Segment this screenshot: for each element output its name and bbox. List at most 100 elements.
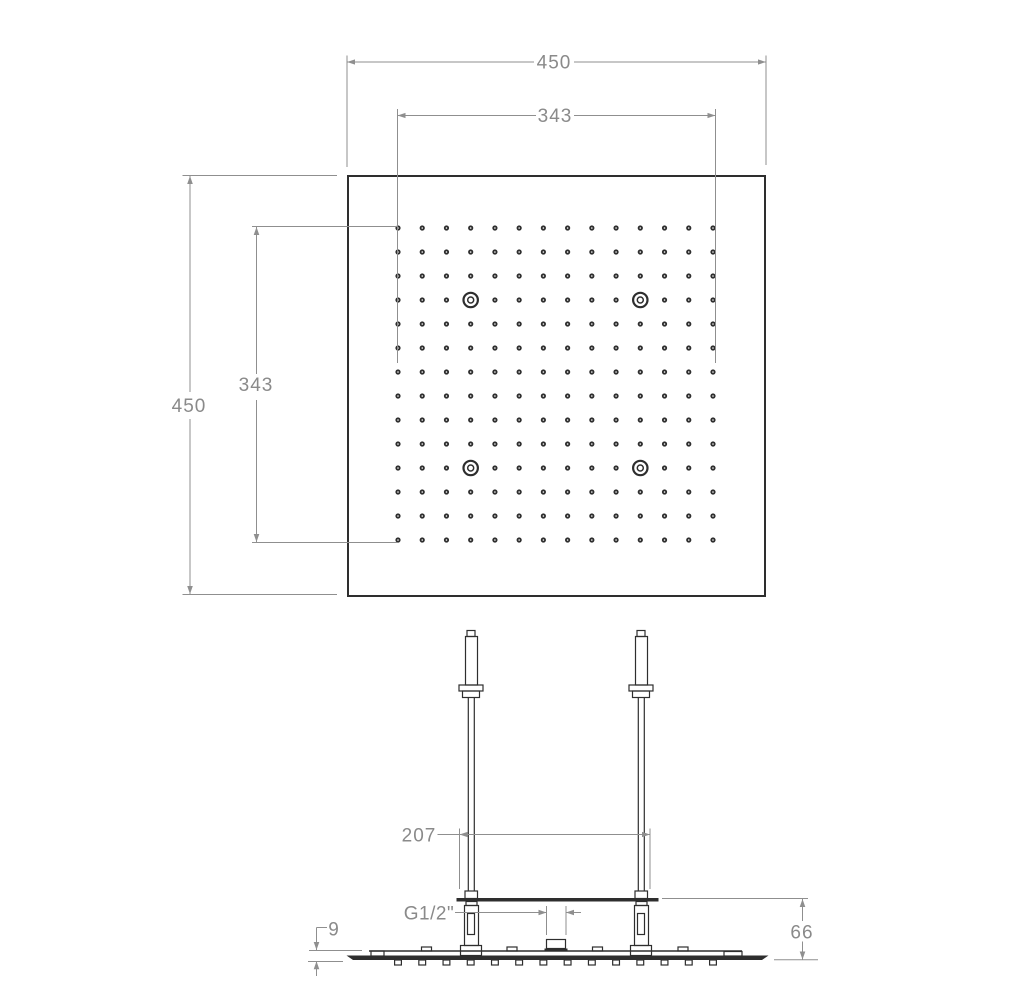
spray-nozzle-hole xyxy=(494,227,496,229)
spray-nozzle-hole xyxy=(518,347,520,349)
spray-nozzle-hole xyxy=(591,227,593,229)
spray-nozzle-hole xyxy=(591,467,593,469)
arrow-right-icon xyxy=(758,59,766,65)
spray-nozzle-hole xyxy=(663,323,666,325)
spray-nozzle-hole xyxy=(494,371,496,373)
dim-nozzle-field-height-label: 343 xyxy=(239,375,274,396)
spray-nozzle-hole xyxy=(663,491,666,493)
spray-nozzle-hole xyxy=(687,515,690,517)
plate-tab xyxy=(515,959,524,966)
spray-nozzle-hole xyxy=(663,443,666,445)
plate-tab xyxy=(539,959,548,966)
spray-nozzle-hole xyxy=(591,251,593,253)
spray-nozzle-hole xyxy=(615,491,617,493)
spray-nozzle-hole xyxy=(542,539,545,541)
spray-nozzle-hole xyxy=(663,275,666,277)
spray-nozzle-hole xyxy=(663,515,666,517)
spray-nozzle-hole xyxy=(566,275,569,277)
spray-nozzle-hole xyxy=(518,395,520,397)
spray-nozzle-hole xyxy=(494,419,496,421)
spray-nozzle-hole xyxy=(639,395,642,397)
spray-nozzle-hole xyxy=(542,491,545,493)
spray-nozzle-hole xyxy=(639,443,642,445)
spray-nozzle-hole xyxy=(663,347,666,349)
spray-nozzle-hole xyxy=(397,515,399,517)
supply-pipe-left xyxy=(458,629,484,957)
spray-nozzle-hole xyxy=(445,299,448,301)
arrow-down-icon xyxy=(187,586,193,594)
spray-nozzle-hole xyxy=(421,251,424,253)
arrow-down-icon xyxy=(799,951,806,960)
spray-nozzle-hole xyxy=(421,275,424,277)
spray-nozzle-hole xyxy=(445,251,448,253)
spray-nozzle-hole xyxy=(591,323,593,325)
spray-nozzle-hole xyxy=(639,347,642,349)
plate-tab xyxy=(636,959,645,966)
spray-nozzle-hole xyxy=(687,467,690,469)
spray-nozzle-hole xyxy=(542,467,545,469)
spray-nozzle-hole xyxy=(518,251,520,253)
main-nozzle-center xyxy=(466,296,475,304)
dim-inlet-thread-label: G1/2" xyxy=(404,904,454,925)
spray-nozzle-hole xyxy=(591,539,593,541)
spray-nozzle-hole xyxy=(421,227,424,229)
spray-nozzle-hole xyxy=(445,275,448,277)
spray-nozzle-hole xyxy=(397,443,399,445)
spray-nozzle-hole xyxy=(663,395,666,397)
spray-nozzle-hole xyxy=(421,371,424,373)
spray-nozzle-hole xyxy=(663,299,666,301)
spray-nozzle-hole xyxy=(494,515,496,517)
spray-nozzle-hole xyxy=(712,323,714,325)
spray-nozzle-hole xyxy=(566,491,569,493)
arrow-up-icon xyxy=(313,961,320,970)
shower-plate-section xyxy=(346,946,769,966)
spray-nozzle-hole xyxy=(591,515,593,517)
spray-nozzle-hole xyxy=(687,251,690,253)
spray-nozzle-hole xyxy=(663,371,666,373)
spray-nozzle-hole xyxy=(469,395,472,397)
plate-tab xyxy=(466,959,475,966)
spray-nozzle-hole xyxy=(639,539,642,541)
spray-nozzle-hole xyxy=(687,275,690,277)
spray-nozzle-hole xyxy=(712,515,714,517)
spray-nozzle-hole xyxy=(712,467,714,469)
spray-nozzle-hole xyxy=(421,491,424,493)
spray-nozzle-hole xyxy=(566,227,569,229)
dim-panel-thickness-label: 9 xyxy=(328,920,340,941)
plate-tab xyxy=(708,959,717,966)
spray-nozzle-hole xyxy=(639,419,642,421)
spray-nozzle-hole xyxy=(712,539,714,541)
spray-nozzle-hole xyxy=(687,227,690,229)
spray-nozzle-hole xyxy=(712,275,714,277)
plate-tab xyxy=(394,959,403,966)
plate-tab xyxy=(442,959,451,966)
spray-nozzle-hole xyxy=(639,227,642,229)
spray-nozzle-hole xyxy=(421,539,424,541)
spray-nozzle-hole xyxy=(591,275,593,277)
spray-nozzle-hole xyxy=(639,323,642,325)
spray-nozzle-hole xyxy=(687,371,690,373)
plate-edge-bracket-right xyxy=(723,950,743,957)
plate-tab xyxy=(684,959,693,966)
spray-nozzle-hole xyxy=(469,419,472,421)
spray-nozzle-hole xyxy=(518,491,520,493)
mounting-frame-bar xyxy=(456,898,659,902)
spray-nozzle-hole xyxy=(469,443,472,445)
arrow-down-icon xyxy=(313,942,320,950)
spray-nozzle-hole xyxy=(494,467,496,469)
spray-nozzle-hole xyxy=(712,299,714,301)
spray-nozzle-hole xyxy=(687,419,690,421)
plate-nozzle-tabs xyxy=(394,959,717,966)
spray-nozzle-hole xyxy=(494,443,496,445)
spray-nozzle-hole xyxy=(518,275,520,277)
supply-pipe-right xyxy=(628,629,654,957)
spray-nozzle-hole xyxy=(615,323,617,325)
spray-nozzle-hole xyxy=(445,539,448,541)
spray-nozzle-hole xyxy=(542,371,545,373)
spray-nozzle-hole xyxy=(566,419,569,421)
spray-nozzle-hole xyxy=(421,299,424,301)
spray-nozzle-hole xyxy=(542,251,545,253)
spray-nozzle-hole xyxy=(591,443,593,445)
spray-nozzle-hole xyxy=(518,299,520,301)
